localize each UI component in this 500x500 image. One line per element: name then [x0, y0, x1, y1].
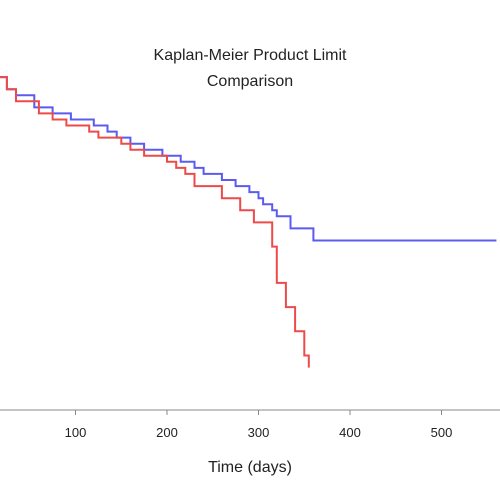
x-axis-label: Time (days): [208, 459, 292, 476]
plot-area: [0, 76, 497, 368]
x-tick-label: 100: [65, 425, 87, 440]
x-tick-label: 400: [339, 425, 361, 440]
chart-title-line-1: Kaplan-Meier Product Limit: [154, 47, 348, 64]
x-tick-label: 200: [156, 425, 178, 440]
x-axis-ticks: 10020030040050060: [65, 410, 453, 440]
x-tick-label: 300: [248, 425, 270, 440]
series-line-red: [0, 76, 310, 368]
chart-title-line-2: Comparison: [207, 73, 293, 90]
x-tick-label: 500: [431, 425, 453, 440]
series-line-blue: [0, 76, 497, 242]
